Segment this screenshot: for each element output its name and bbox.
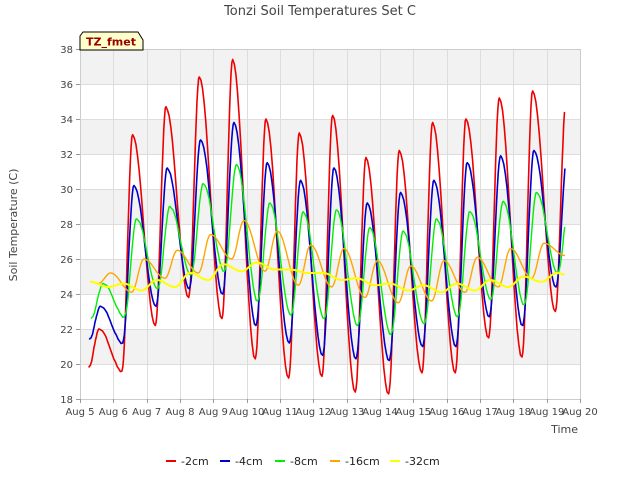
legend-label: -16cm (345, 455, 380, 468)
x-tick-label: Aug 12 (296, 407, 331, 418)
background-band (80, 329, 580, 364)
x-tick-label: Aug 5 (65, 407, 94, 418)
background-band (80, 84, 580, 119)
x-tick-label: Aug 7 (132, 407, 161, 418)
background-band (80, 294, 580, 329)
legend-label: -4cm (235, 455, 263, 468)
background-band (80, 49, 580, 84)
x-tick-label: Aug 9 (199, 407, 228, 418)
series-line-8cmcm (90, 163, 566, 335)
series-line-2cmcm (87, 58, 566, 395)
x-tick-label: Aug 6 (99, 407, 128, 418)
x-tick-label: Aug 8 (165, 407, 194, 418)
legend: -2cm -4cm -8cm -16cm -32cm (166, 455, 440, 468)
y-tick-label: 18 (60, 395, 73, 406)
series-line-4cmcm (88, 121, 566, 362)
background-band (80, 364, 580, 399)
x-tick-label: Aug 10 (229, 407, 264, 418)
y-tick-label: 34 (60, 115, 73, 126)
x-tick-label: Aug 17 (462, 407, 497, 418)
x-tick-label: Aug 20 (562, 407, 597, 418)
series-line-32cmcm (90, 261, 565, 294)
y-tick-label: 32 (60, 150, 73, 161)
y-tick-label: 20 (60, 360, 73, 371)
x-tick-label: Aug 13 (329, 407, 364, 418)
badge-label: TZ_fmet (86, 36, 136, 49)
y-tick-label: 30 (60, 185, 73, 196)
x-tick-label: Aug 18 (496, 407, 531, 418)
site-badge: TZ_fmet (79, 31, 144, 51)
legend-label: -32cm (405, 455, 440, 468)
y-tick-label: 24 (60, 290, 73, 301)
x-tick-label: Aug 15 (396, 407, 431, 418)
x-tick-label: Aug 14 (362, 407, 397, 418)
y-tick-label: 28 (60, 220, 73, 231)
x-tick-label: Aug 19 (529, 407, 564, 418)
badge-box (79, 31, 144, 51)
y-tick-label: 26 (60, 255, 73, 266)
legend-label: -2cm (181, 455, 209, 468)
y-tick-label: 22 (60, 325, 73, 336)
series-line-16cmcm (98, 219, 566, 304)
x-tick-label: Aug 11 (262, 407, 297, 418)
x-axis-label: Time (550, 423, 578, 436)
y-axis-label: Soil Temperature (C) (7, 169, 20, 282)
data-series (87, 58, 566, 395)
x-tick-label: Aug 16 (429, 407, 464, 418)
plot-frame (80, 49, 581, 400)
y-tick-label: 38 (60, 45, 73, 56)
y-axis-ticks: 18 20 22 24 26 28 30 32 34 36 38 (60, 45, 80, 406)
chart-title: Tonzi Soil Temperatures Set C (223, 4, 416, 19)
legend-label: -8cm (290, 455, 318, 468)
y-tick-label: 36 (60, 80, 73, 91)
